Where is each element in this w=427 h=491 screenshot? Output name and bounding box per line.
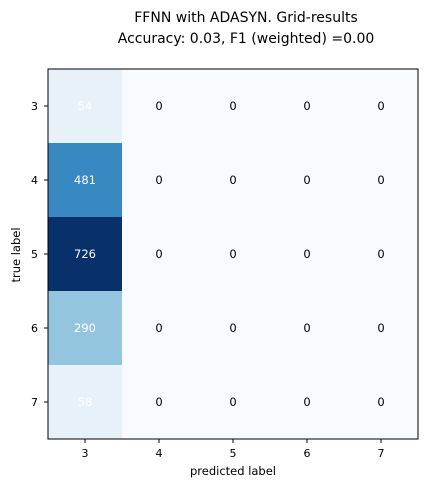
heatmap-cell-7-4 [122, 365, 197, 440]
y-tick-label: 4 [31, 174, 38, 187]
cell-value-label: 0 [229, 395, 236, 409]
heatmap-cell-6-7 [344, 291, 419, 366]
cell-value-label: 0 [155, 395, 162, 409]
y-axis-ticks: 3 4 5 6 7 [31, 100, 48, 409]
cell-value-label: 0 [229, 173, 236, 187]
cell-value-label: 54 [78, 99, 93, 113]
chart-title: FFNN with ADASYN. Grid-results [134, 10, 358, 26]
cell-value-label: 0 [303, 247, 310, 261]
heatmap-cell-7-7 [344, 365, 419, 440]
cell-value-label: 0 [303, 99, 310, 113]
cell-value-label: 481 [74, 173, 96, 187]
cell-value-label: 726 [74, 247, 96, 261]
cell-value-label: 0 [377, 99, 384, 113]
x-axis-label: predicted label [190, 464, 276, 478]
heatmap-cell-7-5 [196, 365, 271, 440]
x-tick-label: 3 [82, 447, 89, 460]
cell-value-label: 0 [155, 173, 162, 187]
heatmap-cell-5-5 [196, 217, 271, 292]
cell-value-label: 0 [229, 247, 236, 261]
cell-value-label: 0 [229, 321, 236, 335]
x-tick-label: 6 [304, 447, 311, 460]
heatmap-cell-3-7 [344, 69, 419, 144]
cell-value-label: 0 [303, 321, 310, 335]
heatmap-cell-5-7 [344, 217, 419, 292]
y-tick-label: 5 [31, 248, 38, 261]
y-tick-label: 7 [31, 396, 38, 409]
x-tick-label: 7 [378, 447, 385, 460]
heatmap-cells: 54 0 0 0 0 481 0 0 0 0 726 0 0 0 0 290 0 0 0 0 58 0 0 0 0 [48, 69, 419, 440]
cell-value-label: 0 [377, 321, 384, 335]
cell-value-label: 58 [78, 395, 93, 409]
cell-value-label: 0 [377, 395, 384, 409]
cell-value-label: 0 [155, 99, 162, 113]
heatmap-cell-3-4 [122, 69, 197, 144]
heatmap-cell-4-3 [48, 143, 123, 218]
x-axis-ticks: 3 4 5 6 7 [82, 439, 385, 460]
heatmap-cell-6-5 [196, 291, 271, 366]
y-tick-label: 3 [31, 100, 38, 113]
heatmap-cell-3-3 [48, 69, 123, 144]
cell-value-label: 0 [377, 247, 384, 261]
cell-value-label: 0 [377, 173, 384, 187]
cell-value-label: 0 [303, 173, 310, 187]
heatmap-cell-6-3 [48, 291, 123, 366]
heatmap-cell-7-6 [270, 365, 345, 440]
cell-value-label: 290 [74, 321, 96, 335]
y-tick-label: 6 [31, 322, 38, 335]
heatmap-cell-4-7 [344, 143, 419, 218]
heatmap-cell-3-5 [196, 69, 271, 144]
x-tick-label: 4 [156, 447, 163, 460]
heatmap-cell-5-3 [48, 217, 123, 292]
chart-subtitle: Accuracy: 0.03, F1 (weighted) =0.00 [118, 31, 375, 47]
heatmap-cell-5-6 [270, 217, 345, 292]
heatmap-cell-4-6 [270, 143, 345, 218]
heatmap-cell-7-3 [48, 365, 123, 440]
x-tick-label: 5 [230, 447, 237, 460]
heatmap-cell-6-6 [270, 291, 345, 366]
heatmap-cell-5-4 [122, 217, 197, 292]
y-axis-label: true label [9, 227, 23, 282]
cell-value-label: 0 [155, 247, 162, 261]
cell-value-label: 0 [155, 321, 162, 335]
heatmap-cell-6-4 [122, 291, 197, 366]
cell-value-label: 0 [303, 395, 310, 409]
heatmap-cell-4-5 [196, 143, 271, 218]
cell-value-label: 0 [229, 99, 236, 113]
heatmap-cell-3-6 [270, 69, 345, 144]
heatmap-cell-4-4 [122, 143, 197, 218]
